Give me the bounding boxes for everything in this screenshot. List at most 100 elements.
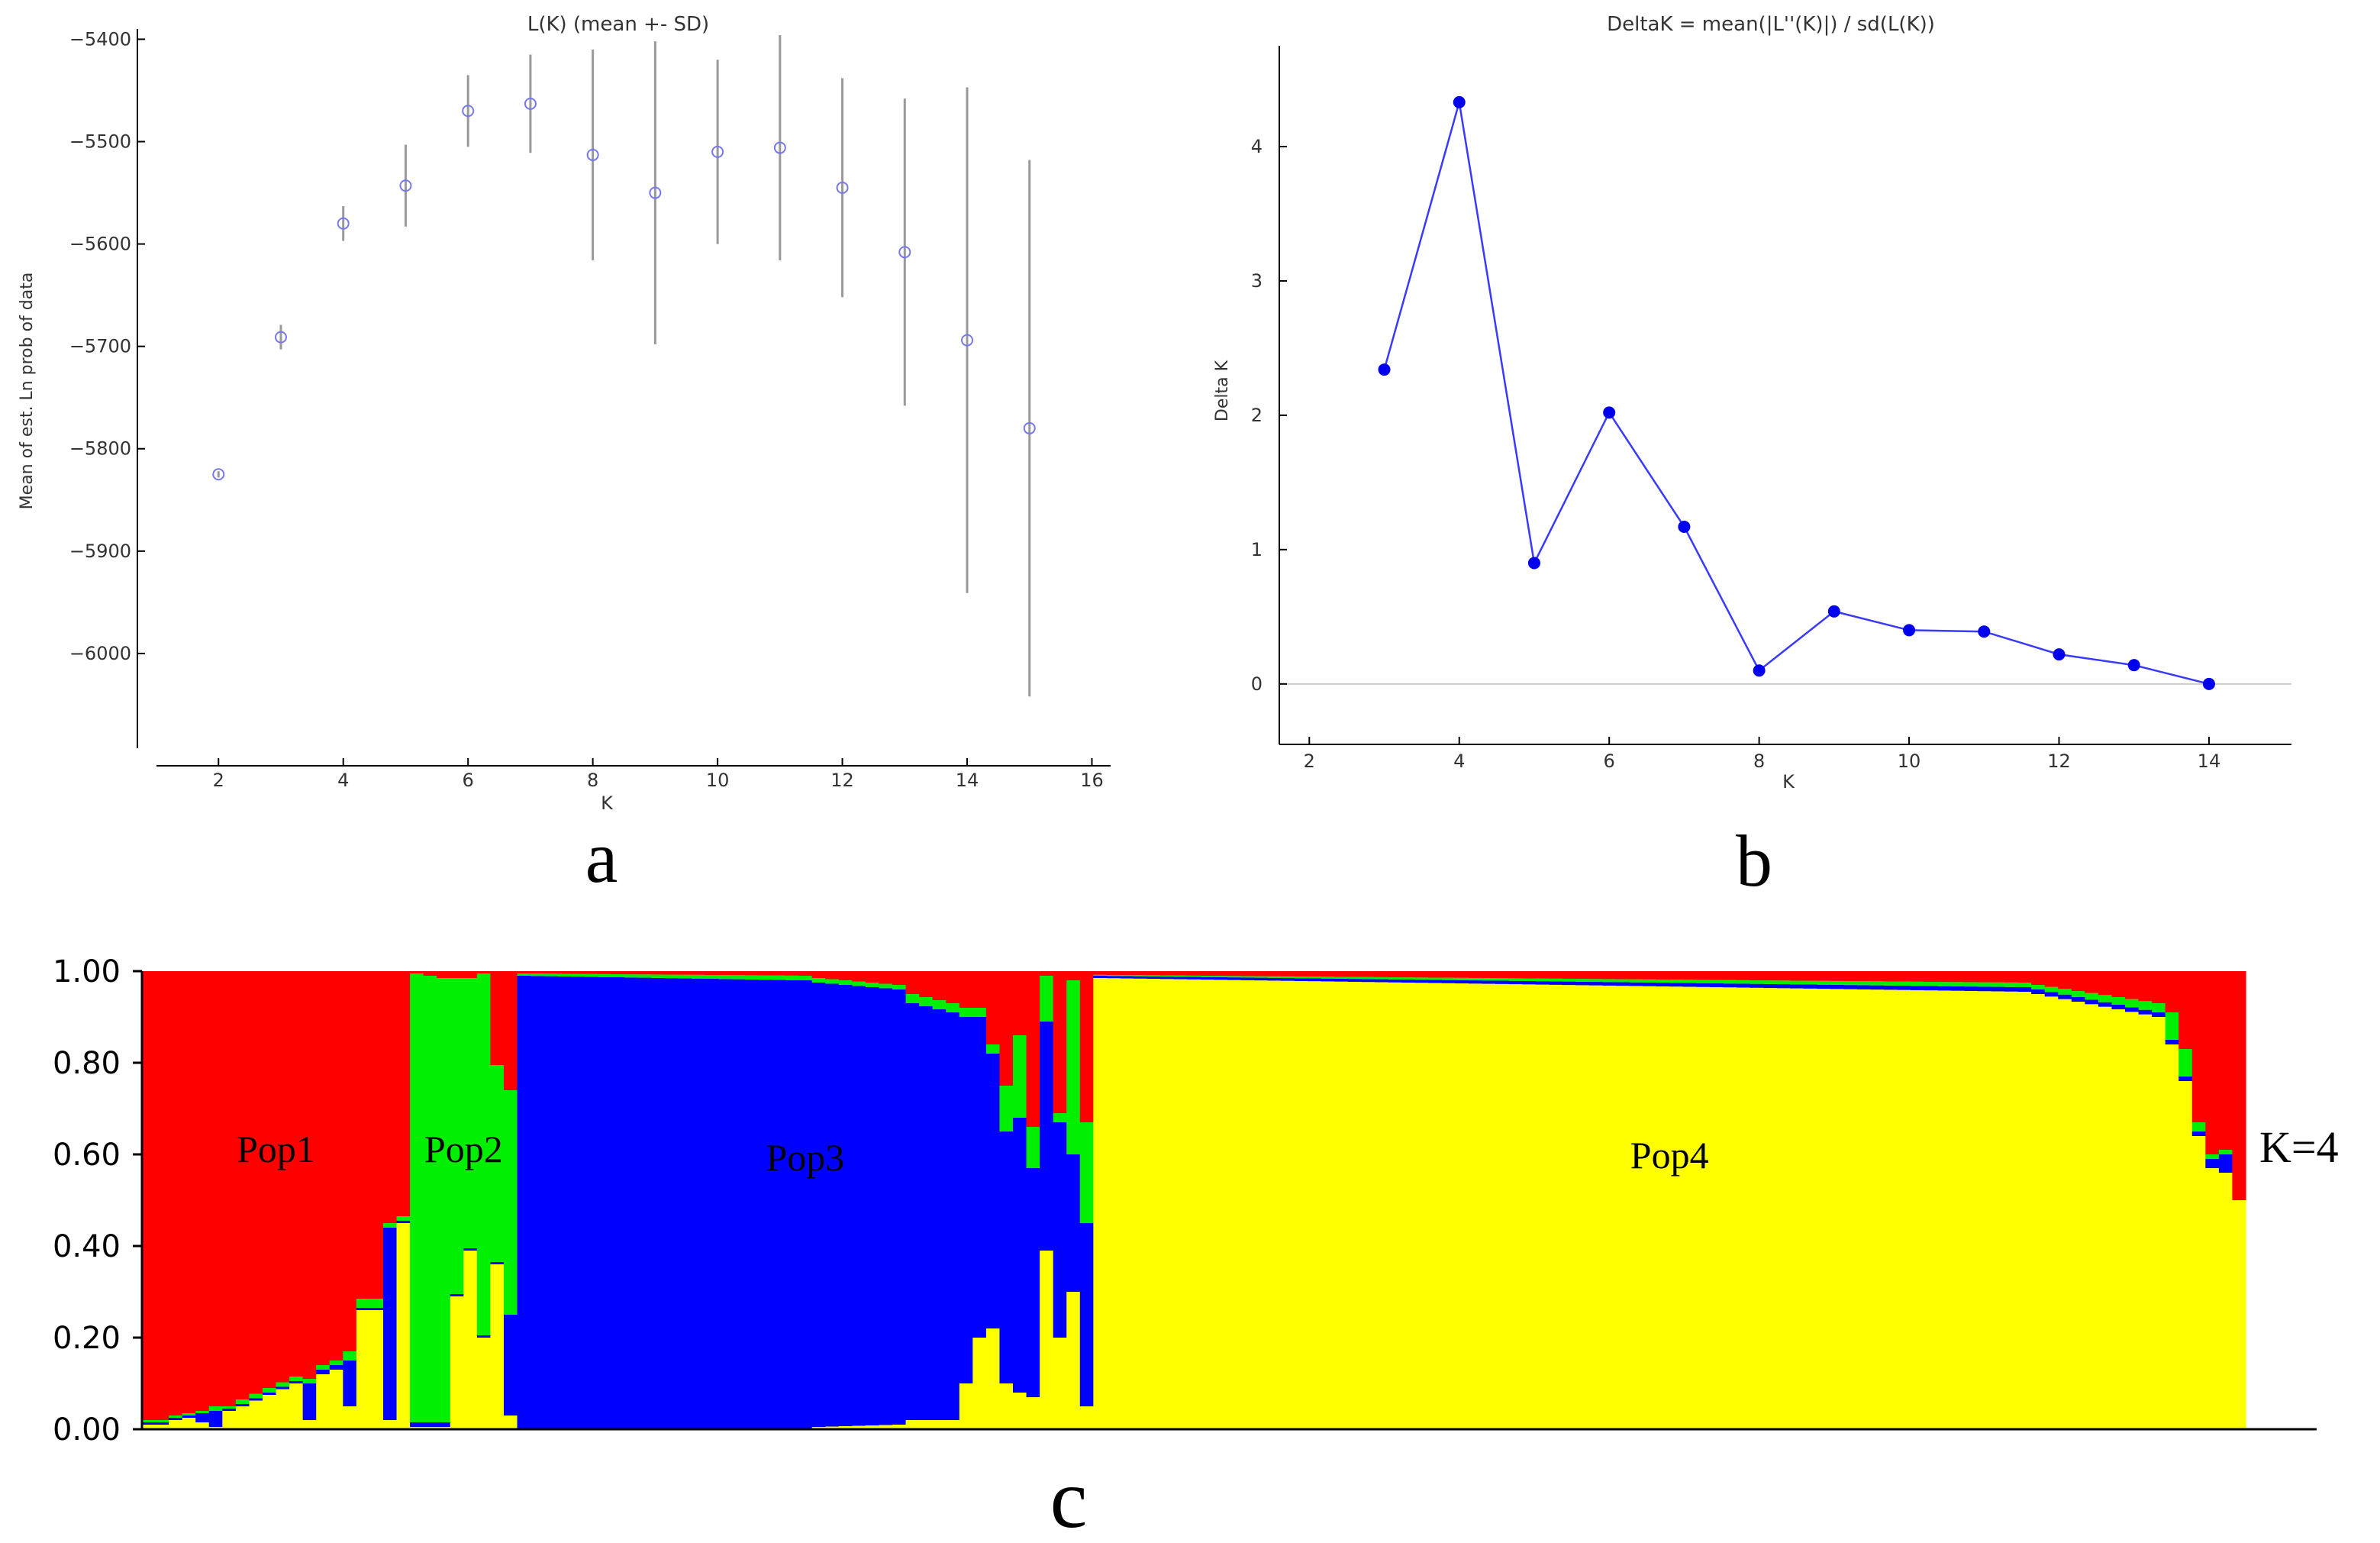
c-bar-pop3 bbox=[2138, 1009, 2153, 1015]
c-bar-pop4 bbox=[1146, 979, 1161, 1429]
c-bar-pop4 bbox=[1227, 980, 1242, 1429]
c-bar-pop4 bbox=[1173, 979, 1188, 1429]
c-bar-pop1 bbox=[1950, 971, 1965, 983]
c-bar-pop3 bbox=[1669, 983, 1684, 987]
c-bar-pop2 bbox=[772, 975, 786, 980]
c-bar-pop1 bbox=[169, 971, 183, 1415]
c-bar-pop3 bbox=[892, 989, 907, 1425]
c-bar-pop2 bbox=[182, 1413, 196, 1415]
c-bar-pop4 bbox=[503, 1415, 518, 1429]
c-bar-pop3 bbox=[664, 978, 679, 1429]
c-bar-pop4 bbox=[1562, 985, 1576, 1429]
c-bar-pop4 bbox=[2232, 1200, 2246, 1429]
b-data-point bbox=[1603, 406, 1616, 419]
c-bar-pop3 bbox=[1575, 981, 1590, 986]
c-bar-pop4 bbox=[2178, 1081, 2193, 1429]
a-mean-marker bbox=[586, 148, 599, 161]
c-bar-pop3 bbox=[2017, 987, 2032, 992]
c-bar-pop4 bbox=[865, 1425, 880, 1429]
c-bar-pop3 bbox=[2111, 1005, 2126, 1009]
c-bar-pop3 bbox=[959, 1017, 973, 1383]
c-bar-pop2 bbox=[2138, 1001, 2153, 1010]
c-bar-pop3 bbox=[1856, 985, 1872, 989]
c-bar-pop4 bbox=[892, 1425, 907, 1429]
c-bar-pop3 bbox=[1924, 986, 1938, 991]
c-bar-pop4 bbox=[1669, 986, 1684, 1429]
c-bar-pop3 bbox=[2178, 1077, 2193, 1081]
c-bar-pop2 bbox=[2191, 1122, 2206, 1131]
c-bar-pop3 bbox=[1120, 976, 1134, 979]
c-bar-pop2 bbox=[208, 1406, 223, 1411]
c-pop-label: Pop4 bbox=[1630, 1134, 1709, 1177]
c-bar-pop2 bbox=[946, 1003, 960, 1012]
b-x-tick-label: 12 bbox=[2047, 751, 2071, 772]
c-bar-pop4 bbox=[195, 1422, 210, 1429]
c-bar-pop3 bbox=[597, 976, 611, 1429]
c-bar-pop1 bbox=[584, 971, 598, 974]
c-bar-pop3 bbox=[1870, 985, 1885, 990]
b-data-point bbox=[1527, 557, 1540, 570]
c-bar-pop1 bbox=[1374, 971, 1389, 977]
c-bar-pop1 bbox=[1294, 971, 1308, 977]
c-bar-pop1 bbox=[1790, 971, 1804, 981]
c-bar-pop3 bbox=[1347, 979, 1363, 982]
c-bar-pop1 bbox=[1321, 971, 1335, 977]
c-bar-pop3 bbox=[1308, 978, 1322, 982]
c-bar-pop2 bbox=[1843, 981, 1858, 986]
c-bar-pop1 bbox=[1468, 971, 1483, 978]
c-bar-pop2 bbox=[1602, 979, 1617, 983]
c-bar-pop2 bbox=[437, 978, 451, 1422]
c-bar-pop2 bbox=[1696, 980, 1711, 983]
c-bar-pop2 bbox=[1977, 982, 1992, 987]
c-bar-pop1 bbox=[1214, 971, 1228, 976]
c-bar-pop2 bbox=[879, 983, 893, 989]
c-bar-pop2 bbox=[1937, 982, 1952, 986]
c-bar-pop3 bbox=[329, 1365, 343, 1370]
c-bar-pop2 bbox=[718, 975, 732, 980]
c-bar-pop2 bbox=[1897, 981, 1911, 986]
c-bar-pop2 bbox=[825, 979, 840, 984]
c-bar-pop3 bbox=[1508, 980, 1523, 985]
c-bar-pop4 bbox=[1643, 986, 1657, 1429]
c-bar-pop4 bbox=[1053, 1338, 1067, 1429]
c-bar-pop1 bbox=[1750, 971, 1764, 981]
c-bar-pop3 bbox=[1776, 984, 1791, 989]
c-bar-pop1 bbox=[463, 971, 478, 978]
c-bar-pop3 bbox=[1977, 986, 1992, 992]
c-bar-pop3 bbox=[316, 1370, 331, 1374]
c-bar-pop3 bbox=[1134, 976, 1148, 979]
c-bar-pop1 bbox=[1495, 971, 1510, 979]
c-bar-pop2 bbox=[1856, 981, 1872, 986]
c-bar-pop2 bbox=[1535, 978, 1550, 982]
c-bar-pop4 bbox=[1361, 982, 1375, 1429]
c-bar-pop2 bbox=[1964, 982, 1978, 987]
c-bar-pop2 bbox=[691, 974, 705, 979]
c-bar-pop2 bbox=[356, 1299, 371, 1308]
panel-c-label: c bbox=[1050, 1452, 1088, 1543]
c-bar-pop1 bbox=[1106, 971, 1121, 975]
c-bar-pop1 bbox=[651, 971, 666, 975]
c-bar-pop1 bbox=[1696, 971, 1711, 980]
c-bar-pop3 bbox=[1682, 983, 1697, 987]
c-bar-pop2 bbox=[463, 978, 478, 1248]
b-y-tick-label: 1 bbox=[1251, 539, 1263, 560]
b-x-tick-label: 4 bbox=[1453, 751, 1465, 772]
c-bar-pop4 bbox=[276, 1389, 290, 1429]
c-bar-pop4 bbox=[1950, 990, 1965, 1429]
c-bar-pop1 bbox=[1522, 971, 1537, 979]
c-bar-pop1 bbox=[382, 971, 398, 1223]
c-bar-pop2 bbox=[637, 974, 652, 978]
c-bar-pop1 bbox=[892, 971, 907, 985]
c-bar-pop1 bbox=[1173, 971, 1188, 976]
c-bar-pop4 bbox=[1843, 989, 1858, 1429]
c-bar-pop2 bbox=[1682, 980, 1697, 983]
c-bar-pop1 bbox=[1066, 971, 1081, 980]
c-bar-pop1 bbox=[1334, 971, 1349, 977]
c-bar-pop2 bbox=[1549, 978, 1563, 982]
c-bar-pop3 bbox=[1468, 980, 1483, 984]
c-bar-pop1 bbox=[1669, 971, 1684, 980]
c-bar-pop1 bbox=[329, 971, 343, 1361]
c-bar-pop2 bbox=[2017, 983, 2032, 987]
c-bar-pop1 bbox=[249, 971, 263, 1394]
c-bar-pop1 bbox=[1830, 971, 1844, 981]
